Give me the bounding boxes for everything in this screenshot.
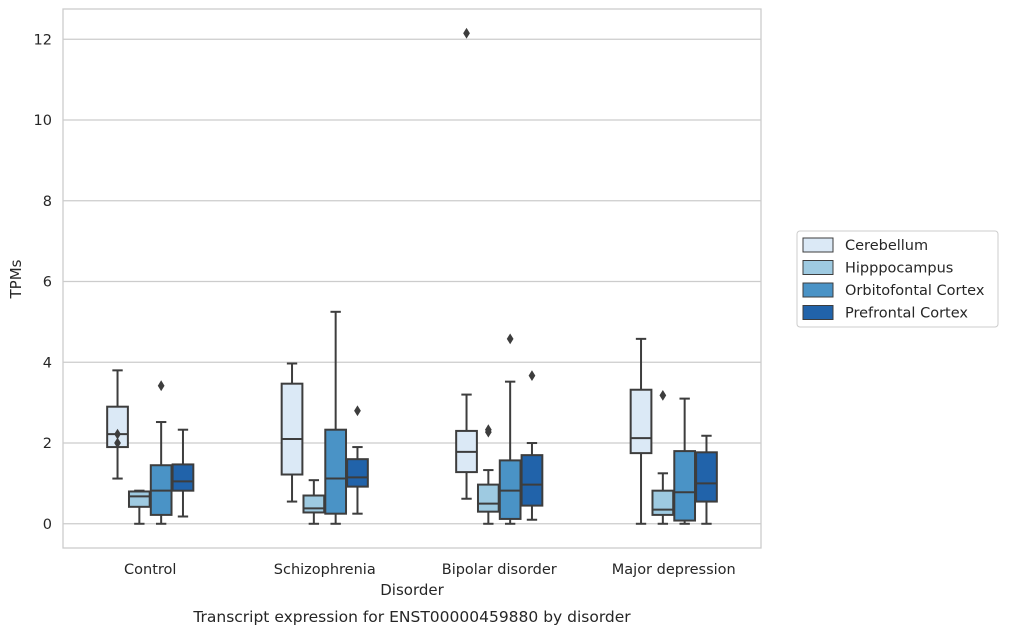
box-iqr xyxy=(695,451,718,503)
y-tick-label-12: 12 xyxy=(34,32,52,48)
box-0-1 xyxy=(280,362,304,503)
box-1-3 xyxy=(651,389,675,525)
x-axis-ticks: Control Schizophrenia Bipolar disorder Majo… xyxy=(124,562,736,578)
outlier-0 xyxy=(506,333,514,345)
box-1-2 xyxy=(476,424,500,525)
y-tick-label-8: 8 xyxy=(43,194,52,210)
legend-swatch-2 xyxy=(802,282,834,298)
box-1-0 xyxy=(127,489,151,525)
outlier-0 xyxy=(659,389,667,401)
legend: Cerebellum Hipppocampus Orbitofontal Corte… xyxy=(796,230,999,328)
box-iqr xyxy=(324,428,348,515)
box-2-0 xyxy=(149,380,173,525)
legend-swatch-0 xyxy=(802,237,834,253)
y-axis-label: TPMs xyxy=(7,259,25,299)
box-3-2 xyxy=(520,370,544,521)
box-0-2 xyxy=(455,27,478,500)
box-iqr xyxy=(302,494,326,514)
x-axis-label: Disorder xyxy=(380,581,444,599)
outlier-0 xyxy=(157,380,165,392)
box-iqr xyxy=(498,459,522,520)
series-3 xyxy=(171,370,718,525)
box-iqr xyxy=(651,489,675,516)
box-iqr xyxy=(673,450,697,522)
y-tick-label-0: 0 xyxy=(43,517,52,533)
y-tick-label-4: 4 xyxy=(43,355,52,371)
outlier-0 xyxy=(528,370,536,382)
box-2-2 xyxy=(498,333,522,525)
legend-label-2: Orbitofontal Cortex xyxy=(845,283,985,299)
outlier-0 xyxy=(114,437,121,449)
box-0-3 xyxy=(629,337,653,525)
x-tick-label-2: Bipolar disorder xyxy=(442,562,557,578)
legend-label-1: Hipppocampus xyxy=(845,261,953,277)
outlier-0 xyxy=(463,27,470,39)
y-tick-label-6: 6 xyxy=(43,275,52,291)
series-2 xyxy=(149,310,697,525)
outlier-0 xyxy=(354,405,361,417)
box-3-0 xyxy=(171,428,195,518)
box-iqr xyxy=(171,463,195,492)
y-tick-label-2: 2 xyxy=(43,436,52,452)
legend-label-3: Prefrontal Cortex xyxy=(845,306,968,322)
y-tick-label-10: 10 xyxy=(34,113,52,129)
legend-frame xyxy=(796,230,999,328)
box-0-0 xyxy=(106,369,129,480)
box-2-3 xyxy=(673,397,697,525)
box-iqr xyxy=(629,388,653,455)
box-1-1 xyxy=(302,479,326,525)
plot-area xyxy=(62,8,762,549)
legend-label-0: Cerebellum xyxy=(845,238,928,254)
box-iqr xyxy=(127,490,151,508)
outlier-1 xyxy=(484,424,492,436)
box-iqr xyxy=(280,382,304,476)
legend-swatch-3 xyxy=(802,305,834,320)
box-iqr xyxy=(346,458,369,488)
x-tick-label-3: Major depression xyxy=(612,562,736,578)
box-groups xyxy=(106,27,718,525)
x-tick-label-1: Schizophrenia xyxy=(274,562,376,578)
box-2-1 xyxy=(324,310,348,525)
series-0 xyxy=(106,27,653,525)
y-axis-ticks: 0 2 4 6 8 10 12 xyxy=(34,32,52,532)
box-3-3 xyxy=(695,434,718,525)
series-1 xyxy=(127,389,675,525)
chart-caption: Transcript expression for ENST0000045988… xyxy=(192,608,631,626)
x-tick-label-0: Control xyxy=(124,562,176,578)
legend-swatch-1 xyxy=(802,260,834,275)
box-3-1 xyxy=(346,405,369,515)
outlier-1 xyxy=(114,428,121,440)
box-iqr xyxy=(476,483,500,513)
box-iqr xyxy=(520,454,544,507)
